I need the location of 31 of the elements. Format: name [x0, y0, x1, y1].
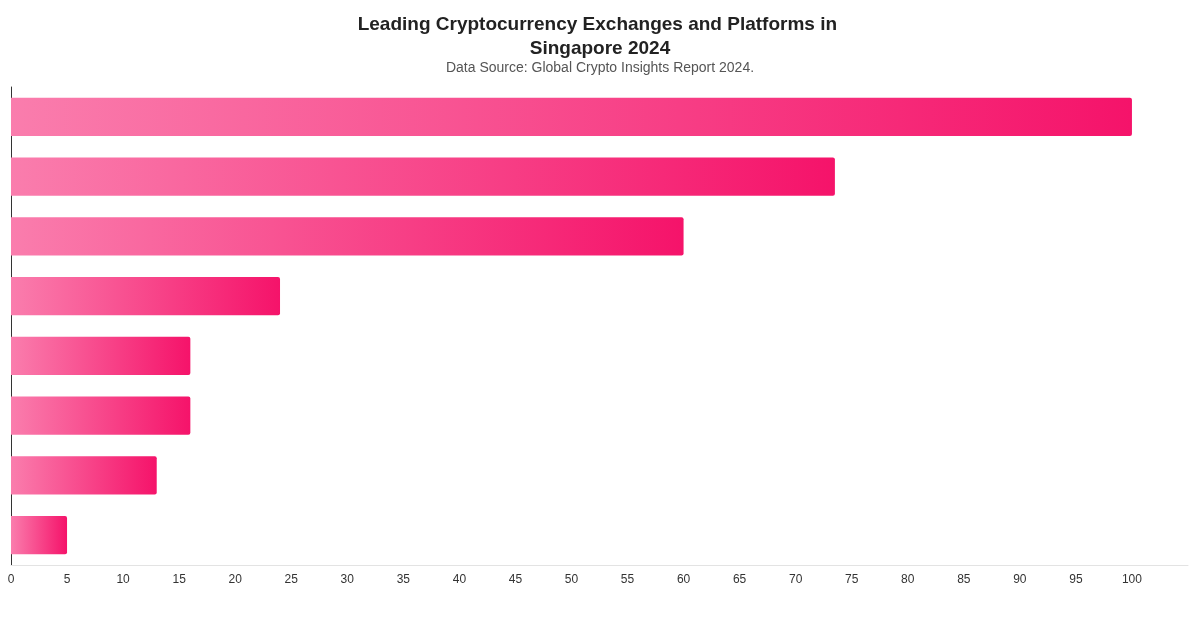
x-tick-label: 20: [228, 572, 243, 586]
x-tick-label: 5: [63, 572, 71, 586]
x-tick-label: 40: [452, 572, 467, 586]
x-tick-label: 0: [7, 572, 15, 586]
x-tick-label: 35: [396, 572, 411, 586]
bar: [11, 336, 191, 375]
x-tick-label: 45: [508, 572, 523, 586]
x-tick-label: 55: [620, 572, 635, 586]
x-tick-label: 100: [1121, 572, 1143, 586]
x-tick-label: 90: [1013, 572, 1027, 586]
chart-title: Leading Cryptocurrency Exchanges and Platforms in Singapore 2024: [357, 12, 843, 58]
x-tick-label: 50: [564, 572, 579, 586]
x-tick-label: 60: [676, 572, 691, 586]
bar: [11, 97, 1132, 136]
x-tick-label: 30: [340, 572, 355, 586]
x-tick-label: 70: [788, 572, 803, 586]
x-tick-label: 10: [116, 572, 131, 586]
bar: [11, 516, 68, 555]
x-tick-label: 80: [901, 572, 915, 586]
x-tick-label: 85: [957, 572, 971, 586]
bar: [11, 157, 835, 196]
x-tick-label: 25: [284, 572, 299, 586]
bar: [11, 456, 157, 495]
source-note: Data Source: Global Crypto Insights Report 2024.: [445, 59, 755, 75]
x-tick-label: 15: [172, 572, 187, 586]
bar: [11, 396, 191, 435]
bar: [11, 277, 281, 316]
x-tick-label: 95: [1069, 572, 1083, 586]
bar: [11, 217, 684, 256]
x-tick-label: 75: [845, 572, 859, 586]
x-tick-label: 65: [732, 572, 747, 586]
